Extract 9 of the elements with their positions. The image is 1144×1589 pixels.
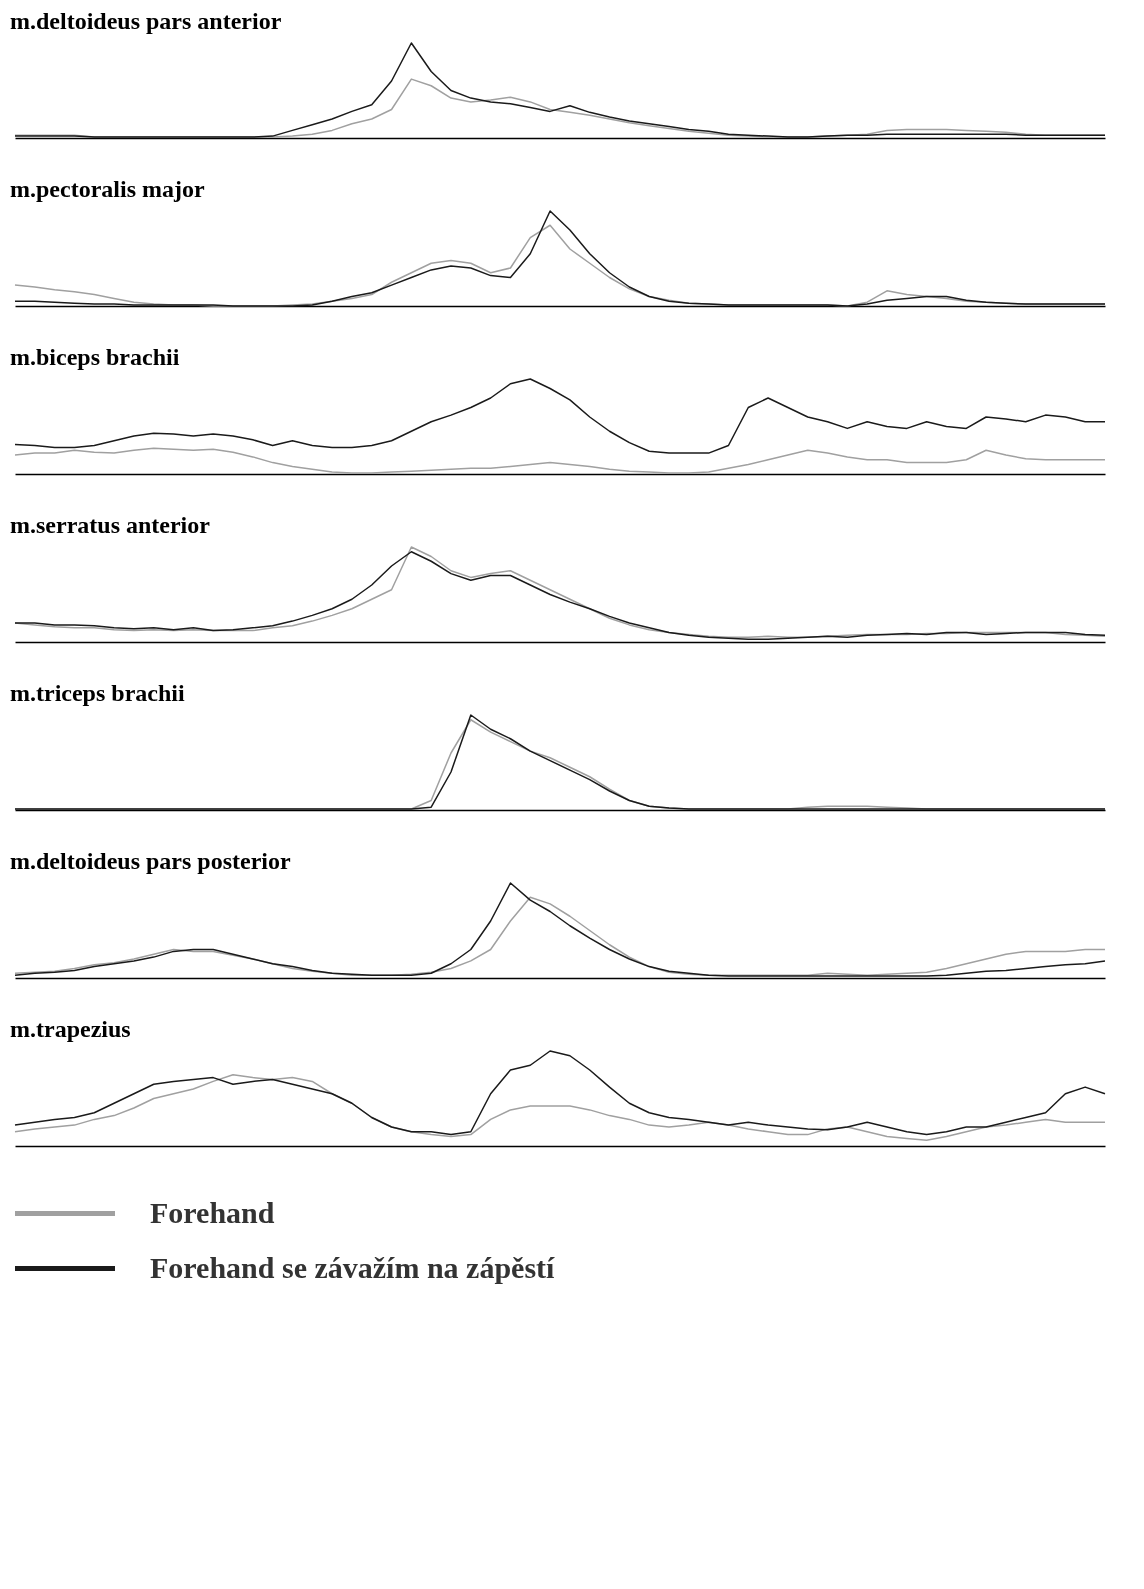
chart-title: m.biceps brachii bbox=[10, 344, 180, 371]
legend-label: Forehand se závažím na zápěstí bbox=[150, 1250, 556, 1284]
chart-title: m.pectoralis major bbox=[10, 176, 205, 203]
chart-title: m.deltoideus pars anterior bbox=[10, 8, 282, 35]
chart-title: m.triceps brachii bbox=[10, 680, 185, 707]
chart-title: m.deltoideus pars posterior bbox=[10, 848, 291, 875]
chart-title: m.trapezius bbox=[10, 1016, 131, 1043]
legend-label: Forehand bbox=[150, 1195, 275, 1229]
chart-title: m.serratus anterior bbox=[10, 512, 211, 539]
